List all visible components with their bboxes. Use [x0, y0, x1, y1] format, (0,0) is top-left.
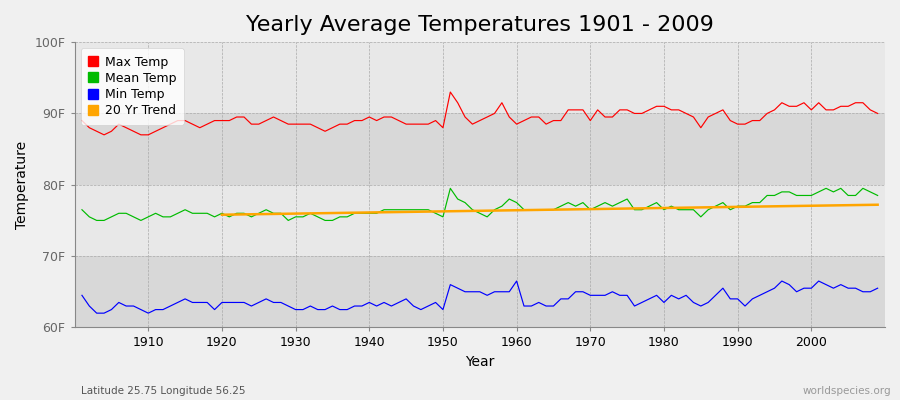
Y-axis label: Temperature: Temperature [15, 141, 29, 229]
Text: Latitude 25.75 Longitude 56.25: Latitude 25.75 Longitude 56.25 [81, 386, 246, 396]
Legend: Max Temp, Mean Temp, Min Temp, 20 Yr Trend: Max Temp, Mean Temp, Min Temp, 20 Yr Tre… [81, 48, 184, 125]
Bar [75, 114, 885, 185]
Title: Yearly Average Temperatures 1901 - 2009: Yearly Average Temperatures 1901 - 2009 [246, 15, 714, 35]
Text: worldspecies.org: worldspecies.org [803, 386, 891, 396]
X-axis label: Year: Year [465, 355, 494, 369]
Bar [75, 256, 885, 328]
